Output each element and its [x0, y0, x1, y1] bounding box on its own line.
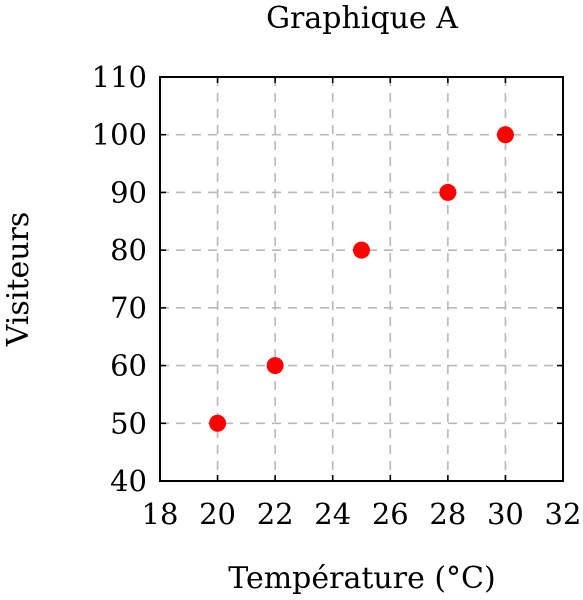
data-point [209, 414, 227, 432]
x-tick-label: 28 [429, 497, 466, 531]
y-tick-label: 50 [110, 406, 147, 440]
y-tick-label: 40 [110, 464, 147, 498]
y-tick-label: 100 [92, 118, 147, 152]
x-tick-label: 24 [314, 497, 351, 531]
x-tick-label: 20 [199, 497, 236, 531]
grid [160, 77, 563, 481]
y-axis-label: Visiteurs [1, 212, 36, 348]
y-tick-label: 90 [110, 175, 147, 209]
y-tick-label: 60 [110, 349, 147, 383]
chart-title: Graphique A [266, 1, 458, 36]
y-tick-label: 80 [110, 233, 147, 267]
x-axis-label: Température (°C) [228, 561, 495, 596]
y-tick-label: 110 [92, 60, 147, 94]
y-tick-label: 70 [110, 291, 147, 325]
x-tick-label: 32 [545, 497, 582, 531]
data-point [353, 241, 370, 259]
data-point [266, 357, 284, 375]
x-tick-label: 18 [142, 497, 179, 531]
plot-frame [159, 76, 564, 482]
x-tick-label: 26 [372, 497, 409, 531]
data-point [496, 126, 514, 144]
x-tick-label: 22 [257, 497, 294, 531]
data-point [439, 183, 457, 201]
x-tick-label: 30 [487, 497, 524, 531]
data-points [209, 126, 514, 432]
axis-ticks: 18 20 22 24 26 28 30 32 40 50 60 70 80 90 100 110 [92, 60, 582, 531]
